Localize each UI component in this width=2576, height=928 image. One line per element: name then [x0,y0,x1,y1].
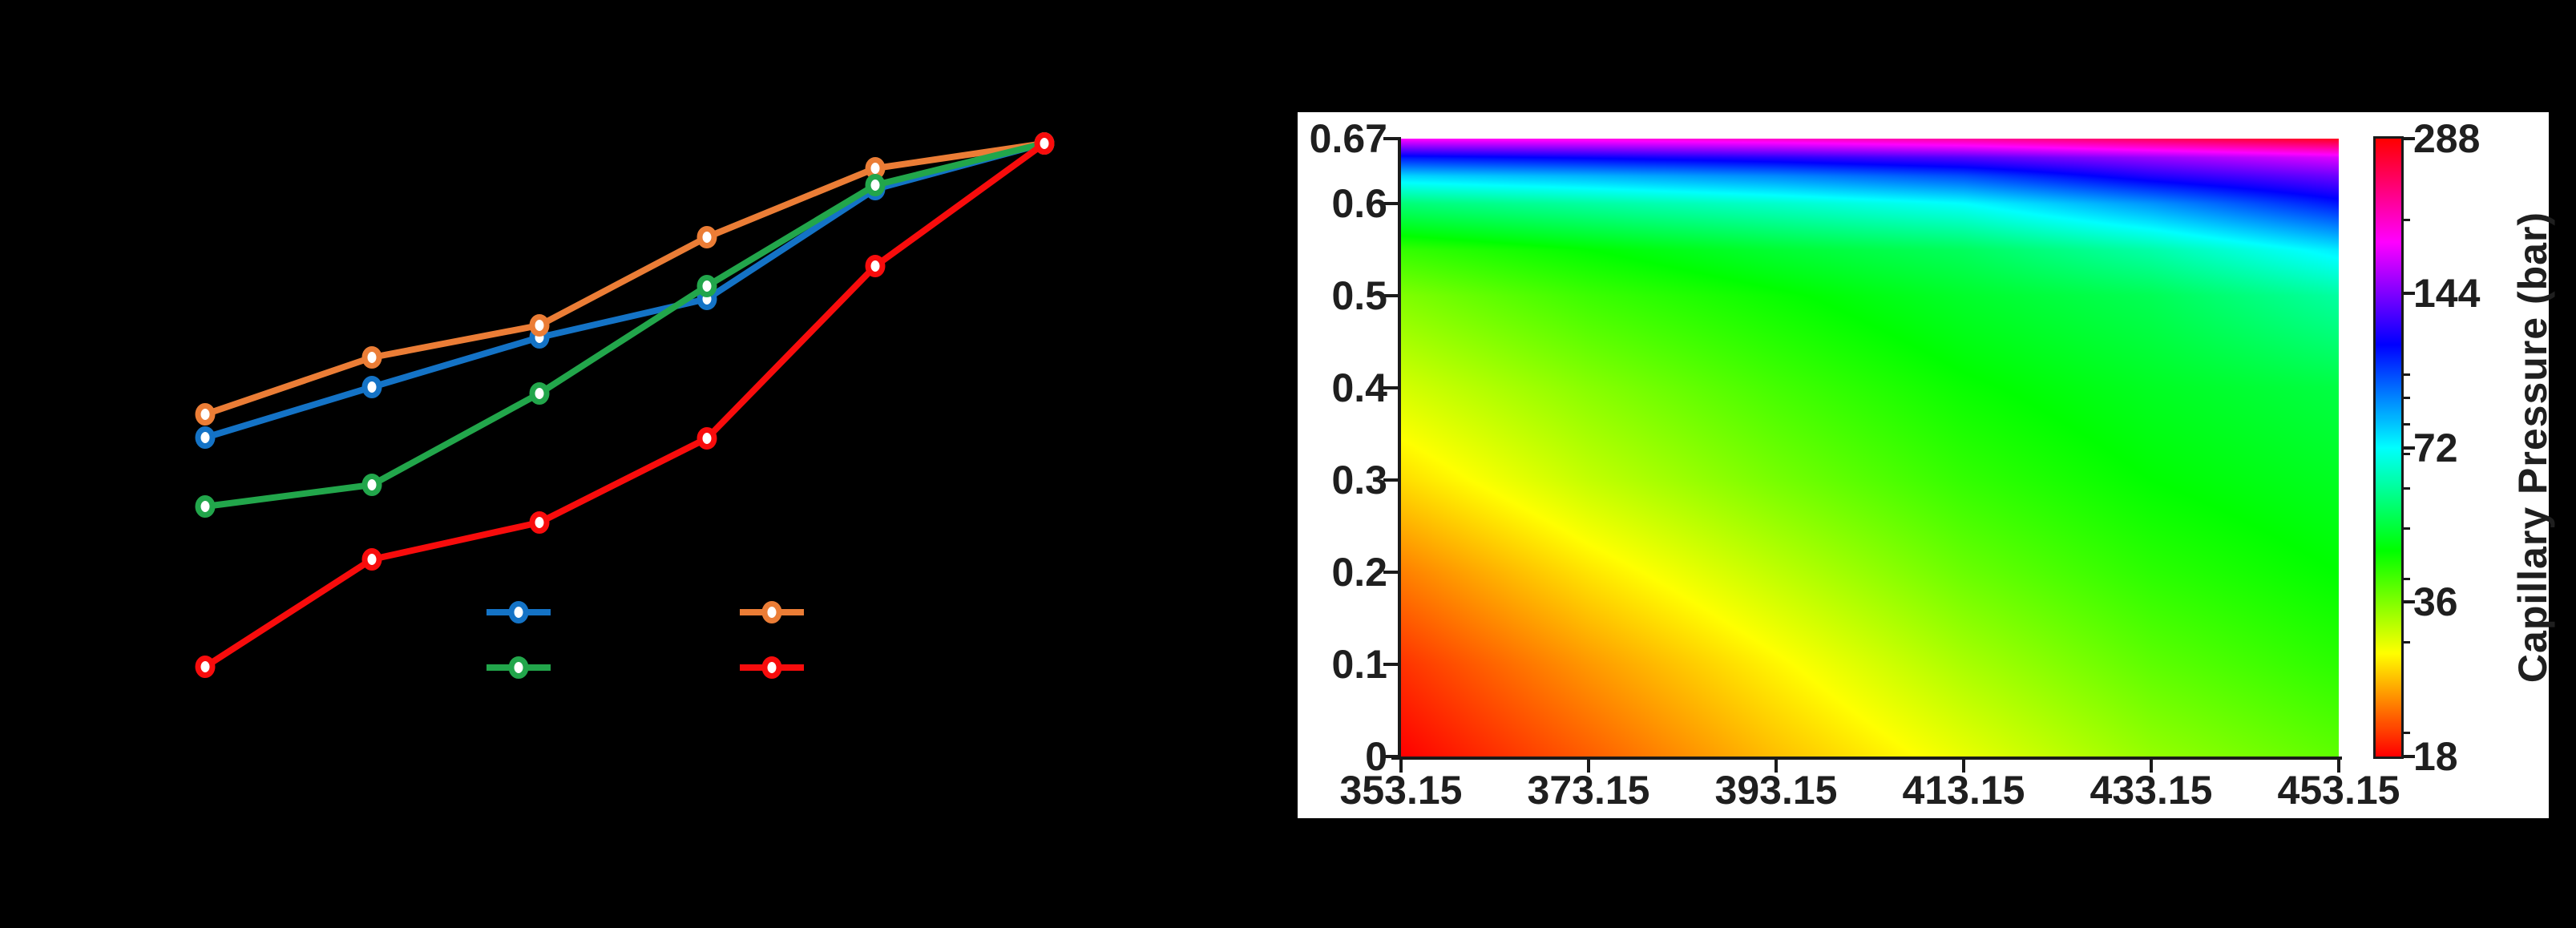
y-axis-tick [1383,137,1401,140]
x-axis-tick-label: 393.15 [1714,768,1838,813]
y-axis-tick-label: 0.67 [1309,116,1387,161]
orange-series-marker [361,346,382,369]
y-axis-tick [1383,755,1401,758]
x-axis-tick [2150,760,2153,773]
y-axis-tick [1383,201,1401,205]
line-chart-panel [0,0,1282,928]
orange-series-marker [696,226,717,248]
y-axis-tick [1383,570,1401,574]
blue-series-line [202,140,1048,441]
colorbar-minor-tick [2404,218,2410,221]
heatmap-surface [1401,139,2339,757]
red-series-marker [1034,132,1055,155]
legend-sample-marker-orange-series [761,601,782,623]
colorbar-tick-label: 144 [2413,270,2481,316]
colorbar-tick [2404,600,2415,604]
y-axis-tick [1383,478,1401,482]
blue-series-marker [195,426,216,449]
colorbar-minor-tick [2404,486,2410,490]
colorbar-tick-label: 72 [2413,425,2458,470]
x-axis-tick [1399,760,1403,773]
colorbar-minor-tick [2404,422,2410,426]
colorbar-tick [2404,446,2415,450]
x-axis-tick-label: 373.15 [1527,768,1650,813]
red-series-marker [529,511,550,534]
colorbar-tick-label: 288 [2413,116,2481,161]
line-chart-svg [195,132,1055,679]
green-series-marker [696,275,717,297]
x-axis-tick-label: 413.15 [1902,768,2025,813]
colorbar-minor-tick [2404,527,2410,531]
heatmap-panel: Capillary Pressure (bar) 0 0.1 0.2 0.3 0.4 0.… [1298,112,2555,818]
green-series-line [202,140,1048,510]
orange-series-marker [529,314,550,337]
y-axis-tick-label: 0 [1365,734,1387,779]
colorbar-minor-tick [2404,452,2410,455]
y-axis-tick [1383,662,1401,666]
green-series-marker [195,495,216,518]
colorbar-tick [2404,291,2415,295]
colorbar-axis-label: Capillary Pressure (bar) [2510,211,2555,684]
y-axis-line [1398,139,1401,760]
colorbar-minor-tick [2404,732,2410,735]
red-series-marker [696,427,717,450]
y-axis-tick-label: 0.3 [1331,457,1387,502]
y-axis-tick [1383,293,1401,297]
red-series-marker [361,548,382,571]
y-axis-tick-label: 0.6 [1331,180,1387,226]
legend-sample-marker-red-series [761,656,782,679]
x-axis-tick-label: 353.15 [1339,768,1463,813]
y-axis-tick-label: 0.1 [1331,641,1387,687]
colorbar-tick-label: 36 [2413,579,2458,625]
colorbar-minor-tick [2404,373,2410,376]
colorbar-minor-tick [2404,396,2410,399]
x-axis-line [1391,757,2342,760]
x-axis-tick-label: 453.15 [2277,768,2400,813]
green-series-marker [529,382,550,405]
x-axis-tick-label: 433.15 [2089,768,2213,813]
colorbar-minor-tick [2404,641,2410,644]
blue-series-marker [361,376,382,398]
red-series-line [202,140,1048,670]
x-axis-tick [1587,760,1590,773]
colorbar-minor-tick [2404,577,2410,580]
green-series-marker [865,174,886,196]
legend-sample-marker-blue-series [508,601,529,623]
orange-series-line [202,140,1048,418]
orange-series-marker [195,403,216,426]
x-axis-tick [1962,760,1965,773]
colorbar-tick [2404,755,2415,758]
x-axis-tick [1775,760,1778,773]
red-series-marker [195,656,216,678]
colorbar-tick [2404,137,2415,140]
y-axis-tick-label: 0.4 [1331,365,1387,410]
y-axis-tick [1383,385,1401,389]
colorbar-gradient [2376,139,2401,757]
green-series-marker [361,474,382,496]
y-axis-tick-label: 0.2 [1331,549,1387,595]
x-axis-tick [2337,760,2340,773]
legend-sample-marker-green-series [508,656,529,679]
red-series-marker [865,255,886,277]
y-axis-tick-label: 0.5 [1331,272,1387,318]
colorbar-tick-label: 18 [2413,734,2458,779]
